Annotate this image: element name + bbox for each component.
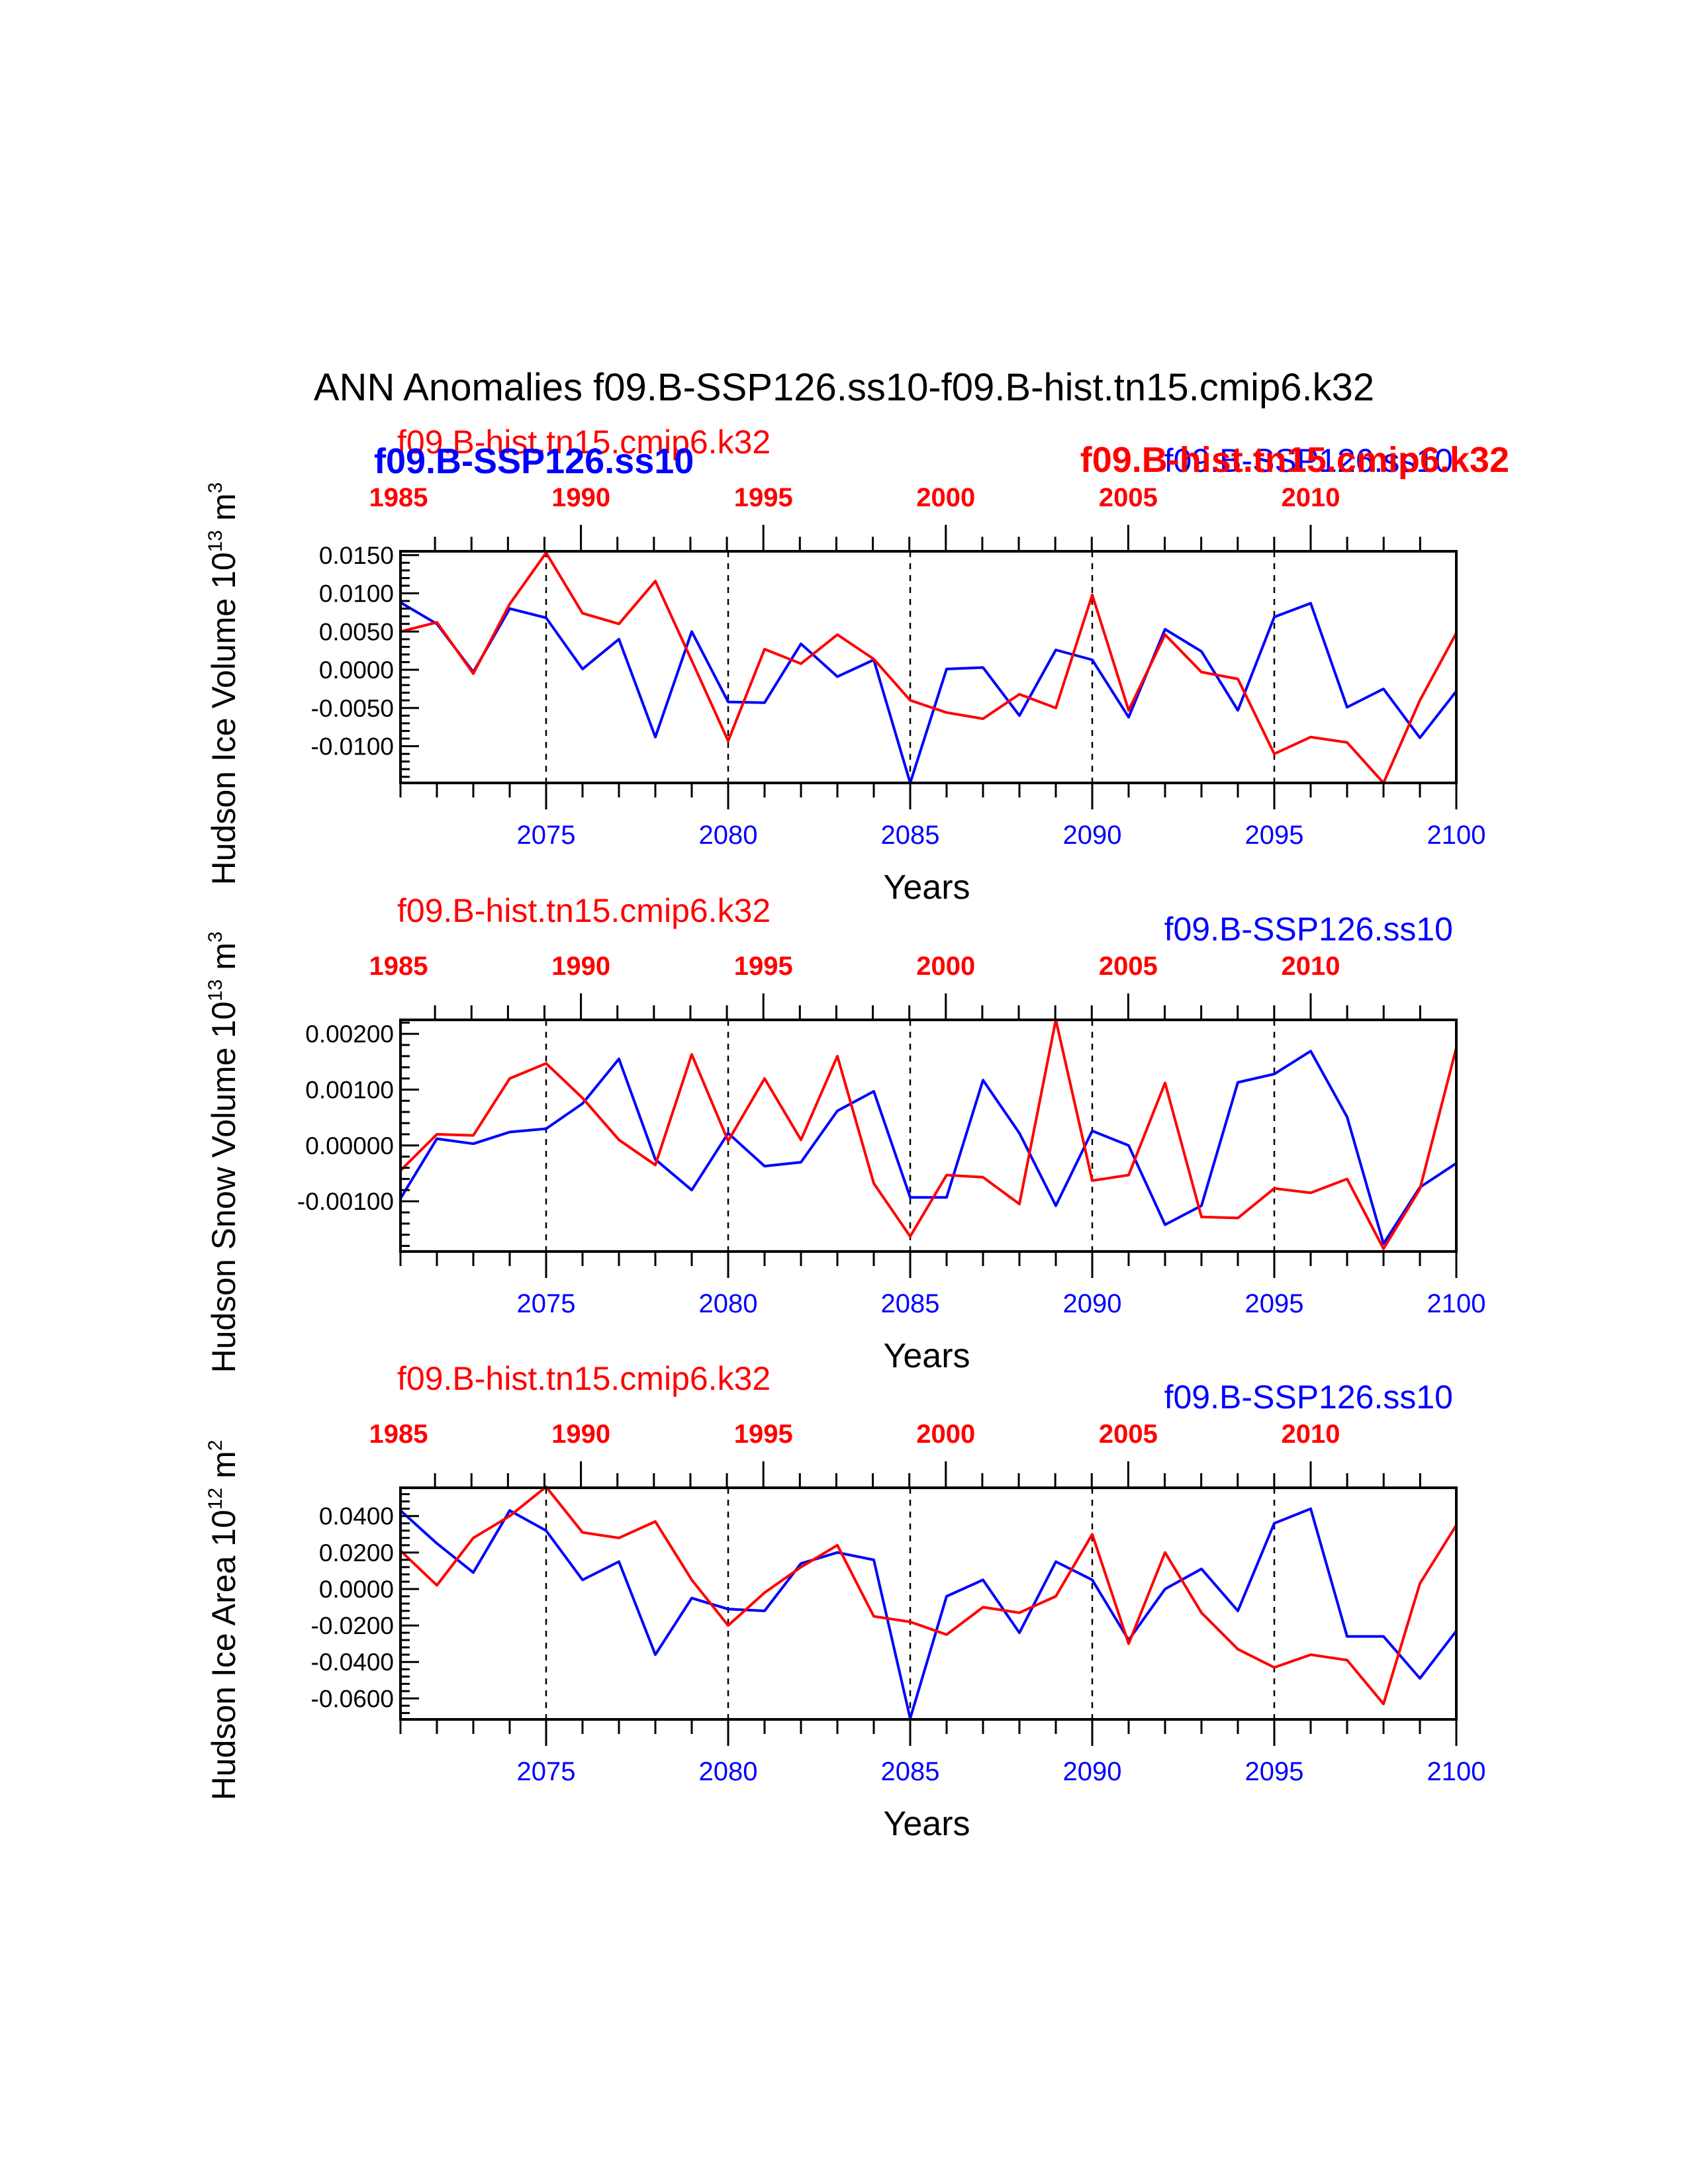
y-axis-title-part: 3 bbox=[205, 931, 226, 942]
y-tick-label: -0.0200 bbox=[311, 1612, 395, 1639]
x-tick-label: 2090 bbox=[1063, 821, 1122, 850]
top-tick-label: 1990 bbox=[551, 1420, 610, 1449]
y-axis-title: Hudson Ice Volume 1013 m3 bbox=[205, 482, 242, 886]
y-tick-label: 0.0400 bbox=[319, 1503, 394, 1530]
ssp-experiment-label: f09.B-SSP126.ss10 bbox=[1164, 1379, 1453, 1416]
y-tick-label: 0.0100 bbox=[319, 580, 394, 608]
panels: 2075 2080 2085 2090 2095 2100 1985 1990 1995 2000… bbox=[205, 424, 1509, 1843]
y-axis-title-part: 13 bbox=[205, 979, 226, 1001]
hist-experiment-label: f09.B-hist.tn15.cmip6.k32 bbox=[397, 892, 771, 929]
x-axis-title: Years bbox=[883, 1805, 970, 1843]
y-axis-title-part: 13 bbox=[205, 530, 226, 552]
x-tick-label: 2095 bbox=[1245, 1289, 1304, 1318]
y-axis-title-part: Hudson Ice Area 10 bbox=[205, 1510, 242, 1800]
x-tick-label: 2085 bbox=[881, 821, 940, 850]
y-axis-title-part: Hudson Snow Volume 10 bbox=[205, 1001, 242, 1373]
x-axis-title: Years bbox=[883, 868, 970, 907]
top-tick-label: 2000 bbox=[916, 1420, 975, 1449]
y-tick-label: 0.0200 bbox=[319, 1539, 394, 1567]
plot-frame bbox=[399, 1019, 1458, 1253]
y-tick-label: 0.0050 bbox=[319, 618, 394, 645]
ssp-series-line bbox=[399, 1507, 1458, 1720]
top-tick-label: 2010 bbox=[1282, 483, 1340, 512]
y-tick-label: 0.00100 bbox=[305, 1076, 394, 1103]
top-tick-label: 1985 bbox=[369, 952, 428, 981]
top-tick-label: 2005 bbox=[1099, 952, 1158, 981]
y-tick-label: 0.0150 bbox=[319, 542, 394, 569]
x-tick-label: 2090 bbox=[1063, 1757, 1122, 1786]
x-tick-label: 2095 bbox=[1245, 821, 1304, 850]
hist-series-line bbox=[399, 1019, 1458, 1250]
x-tick-label: 2100 bbox=[1427, 1289, 1486, 1318]
plot-frame bbox=[399, 550, 1458, 784]
y-axis-title-part: 12 bbox=[205, 1488, 226, 1510]
hist-experiment-label: f09.B-hist.tn15.cmip6.k32 bbox=[397, 424, 771, 461]
ssp-experiment-bold-label: f09.B-SSP126.ss10 bbox=[374, 441, 694, 481]
panel-3: 2075 2080 2085 2090 2095 2100 1985 1990 1995 2000… bbox=[205, 1360, 1485, 1843]
y-tick-label: -0.00100 bbox=[297, 1188, 394, 1215]
hist-experiment-bold-label: f09.B-hist.tn15.cmip6.k32 bbox=[1080, 440, 1509, 480]
y-axis-title-part: m bbox=[205, 942, 242, 979]
x-tick-label: 2090 bbox=[1063, 1289, 1122, 1318]
x-tick-label: 2100 bbox=[1427, 1757, 1486, 1786]
top-tick-label: 2005 bbox=[1099, 1420, 1158, 1449]
y-tick-label: 0.00200 bbox=[305, 1021, 394, 1048]
top-tick-label: 1990 bbox=[551, 952, 610, 981]
ssp-experiment-label: f09.B-SSP126.ss10 bbox=[1164, 911, 1453, 948]
x-axis-title: Years bbox=[883, 1337, 970, 1375]
y-tick-label: 0.0000 bbox=[319, 1576, 394, 1603]
top-tick-label: 1995 bbox=[734, 952, 793, 981]
ssp-series-line bbox=[399, 1050, 1458, 1246]
x-tick-label: 2080 bbox=[699, 1757, 758, 1786]
top-tick-label: 1990 bbox=[551, 483, 610, 512]
top-tick-label: 1995 bbox=[734, 1420, 793, 1449]
top-tick-label: 1995 bbox=[734, 483, 793, 512]
ssp-series-line bbox=[399, 601, 1458, 784]
panel-2: 2075 2080 2085 2090 2095 2100 1985 1990 1995 2000… bbox=[205, 892, 1485, 1375]
ssp-experiment-label: f09.B-SSP126.ss10 bbox=[1164, 442, 1453, 479]
y-axis-title-part: m bbox=[205, 493, 242, 530]
top-tick-label: 2010 bbox=[1282, 952, 1340, 981]
top-tick-label: 2000 bbox=[916, 483, 975, 512]
top-tick-label: 2010 bbox=[1282, 1420, 1340, 1449]
x-tick-label: 2075 bbox=[517, 1757, 576, 1786]
plot-frame bbox=[399, 1486, 1458, 1721]
x-tick-label: 2080 bbox=[699, 1289, 758, 1318]
y-tick-label: -0.0100 bbox=[311, 733, 395, 760]
x-tick-label: 2085 bbox=[881, 1757, 940, 1786]
top-tick-label: 1985 bbox=[369, 1420, 428, 1449]
y-axis-title-part: 3 bbox=[205, 482, 226, 494]
x-tick-label: 2095 bbox=[1245, 1757, 1304, 1786]
y-axis-title-part: m bbox=[205, 1451, 242, 1488]
hist-series-line bbox=[400, 551, 1458, 784]
top-tick-label: 2000 bbox=[916, 952, 975, 981]
top-tick-label: 1985 bbox=[369, 483, 428, 512]
y-tick-label: -0.0600 bbox=[311, 1685, 395, 1712]
y-axis-title: Hudson Snow Volume 1013 m3 bbox=[205, 931, 242, 1373]
hist-series-line bbox=[399, 1485, 1458, 1706]
y-tick-label: -0.0050 bbox=[311, 695, 395, 722]
panel-1: 2075 2080 2085 2090 2095 2100 1985 1990 1995 2000… bbox=[205, 424, 1509, 907]
main-title: ANN Anomalies f09.B-SSP126.ss10-f09.B-hi… bbox=[314, 366, 1374, 409]
x-tick-label: 2075 bbox=[517, 1289, 576, 1318]
x-tick-label: 2100 bbox=[1427, 821, 1486, 850]
x-tick-label: 2080 bbox=[699, 821, 758, 850]
y-tick-label: 0.00000 bbox=[305, 1132, 394, 1160]
y-tick-label: 0.0000 bbox=[319, 657, 394, 684]
y-axis-title: Hudson Ice Area 1012 m2 bbox=[205, 1440, 242, 1801]
y-axis-title-part: 2 bbox=[205, 1440, 226, 1451]
x-tick-label: 2075 bbox=[517, 821, 576, 850]
y-tick-label: -0.0400 bbox=[311, 1649, 395, 1676]
x-tick-label: 2085 bbox=[881, 1289, 940, 1318]
y-axis-title-part: Hudson Ice Volume 10 bbox=[205, 552, 242, 885]
hist-experiment-label: f09.B-hist.tn15.cmip6.k32 bbox=[397, 1360, 771, 1397]
top-tick-label: 2005 bbox=[1099, 483, 1158, 512]
